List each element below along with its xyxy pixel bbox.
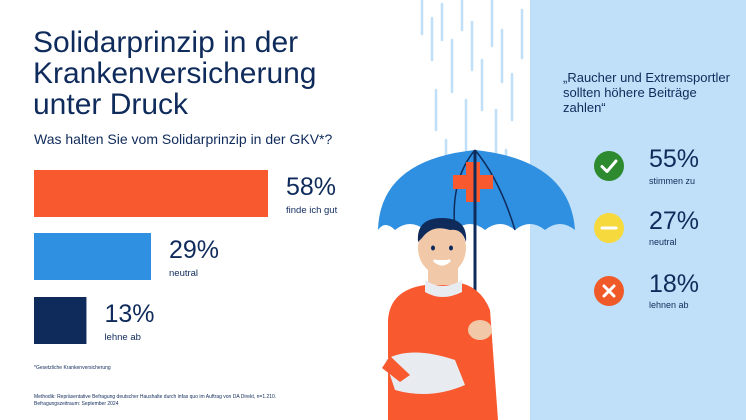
bar-chart: 58% finde ich gut 29% neutral 13% lehne ab [34,170,338,344]
footnote: *Gesetzliche Krankenversicherung [34,365,111,371]
agree-value: 55% [649,145,700,173]
person-umbrella-illustration [378,149,575,420]
cross-icon [594,276,624,306]
bar-1 [34,170,268,217]
survey-quote: „Raucher und Extrem­sportler sollten höh… [563,70,730,115]
chart-subtitle: Was halten Sie vom Solidarprinzip in der… [34,131,333,147]
reject-label: lehnen ab [649,300,689,310]
reject-value: 18% [649,270,700,298]
neutral-value: 27% [649,207,700,235]
methodology-note: Methodik: Repräsentative Befragung deuts… [34,394,277,407]
bar-category-label-3: lehne ab [104,332,140,343]
bar-value-label-3: 13% [104,300,154,328]
minus-icon [594,213,624,243]
bar-category-label-1: finde ich gut [286,205,338,216]
neutral-label: neutral [649,237,677,247]
bar-3 [34,297,87,344]
bar-2 [34,233,151,280]
bar-category-label-2: neutral [169,268,198,279]
page-title: Solidarprinzip in der Krankenversicherun… [33,26,317,121]
bar-value-label-2: 29% [169,236,219,264]
agree-label: stimmen zu [649,176,696,186]
rain-illustration [420,0,524,180]
check-icon [594,151,624,181]
bar-value-label-1: 58% [286,173,336,201]
